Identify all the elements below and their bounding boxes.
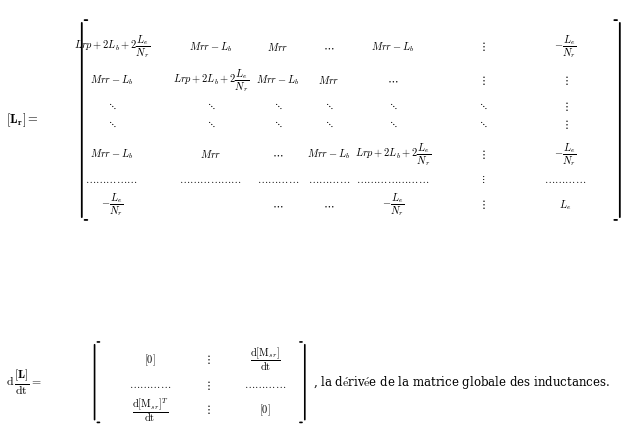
Text: $\ldots\ldots\ldots\ldots$: $\ldots\ldots\ldots\ldots$: [257, 175, 299, 185]
Text: $\vdots$: $\vdots$: [205, 403, 210, 417]
Text: $\vdots$: $\vdots$: [205, 379, 210, 392]
Text: $-\dfrac{L_e}{N_r}$: $-\dfrac{L_e}{N_r}$: [381, 191, 404, 218]
Text: $\vdots$: $\vdots$: [480, 198, 485, 211]
Text: $\vdots$: $\vdots$: [205, 353, 210, 367]
Text: $L_e$: $L_e$: [559, 198, 572, 211]
Text: $\vdots$: $\vdots$: [563, 100, 568, 113]
Text: $\ddots$: $\ddots$: [107, 101, 116, 111]
Text: $-\dfrac{L_e}{N_r}$: $-\dfrac{L_e}{N_r}$: [554, 34, 577, 60]
Text: $\ddots$: $\ddots$: [389, 119, 397, 129]
Text: $-\dfrac{L_e}{N_r}$: $-\dfrac{L_e}{N_r}$: [100, 191, 123, 218]
Text: $\ddots$: $\ddots$: [325, 119, 334, 129]
Text: $-\dfrac{L_e}{N_r}$: $-\dfrac{L_e}{N_r}$: [554, 141, 577, 168]
Text: $Mrr-L_b$: $Mrr-L_b$: [256, 74, 300, 87]
Text: $\ldots\ldots\ldots\ldots$: $\ldots\ldots\ldots\ldots$: [308, 175, 350, 185]
Text: $\ddots$: $\ddots$: [478, 101, 487, 111]
Text: $\dfrac{\mathrm{d}[\mathrm{M}_{sr}]^T}{\mathrm{dt}}$: $\dfrac{\mathrm{d}[\mathrm{M}_{sr}]^T}{\…: [132, 396, 169, 424]
Text: $\vdots$: $\vdots$: [563, 118, 568, 131]
Text: $\ddots$: $\ddots$: [478, 119, 487, 129]
Text: $Mrr-L_b$: $Mrr-L_b$: [90, 148, 134, 161]
Text: $\cdots$: $\cdots$: [387, 74, 399, 87]
Text: , la d$\acute{\rm e}$riv$\acute{\rm e}$e de la matrice globale des inductances.: , la d$\acute{\rm e}$riv$\acute{\rm e}$e…: [313, 374, 610, 391]
Text: $\ldots\ldots\ldots\ldots\ldots$: $\ldots\ldots\ldots\ldots\ldots$: [86, 175, 138, 185]
Text: $\ddots$: $\ddots$: [389, 101, 397, 111]
Text: $\vdots$: $\vdots$: [563, 74, 568, 87]
Text: $\cdots$: $\cdots$: [323, 198, 335, 211]
Text: $\ddots$: $\ddots$: [206, 101, 215, 111]
Text: $Lrp+2L_b+2\dfrac{L_e}{N_r}$: $Lrp+2L_b+2\dfrac{L_e}{N_r}$: [73, 34, 150, 60]
Text: $\cdots$: $\cdots$: [323, 40, 335, 54]
Text: $Mrr$: $Mrr$: [318, 75, 340, 86]
Text: $\ldots\ldots\ldots\ldots$: $\ldots\ldots\ldots\ldots$: [544, 175, 587, 185]
Text: $\ldots\ldots\ldots\ldots\ldots\ldots$: $\ldots\ldots\ldots\ldots\ldots\ldots$: [180, 175, 242, 185]
Text: $\ddots$: $\ddots$: [107, 119, 116, 129]
Text: $\vdots$: $\vdots$: [480, 174, 485, 185]
Text: $\ddots$: $\ddots$: [325, 101, 334, 111]
Text: $Lrp+2L_b+2\dfrac{L_e}{N_r}$: $Lrp+2L_b+2\dfrac{L_e}{N_r}$: [173, 67, 249, 94]
Text: $\ddots$: $\ddots$: [206, 119, 215, 129]
Text: $\ldots\ldots\ldots\ldots\ldots\ldots\ldots$: $\ldots\ldots\ldots\ldots\ldots\ldots\ld…: [357, 175, 429, 185]
Text: $\ddots$: $\ddots$: [273, 119, 282, 129]
Text: $\vdots$: $\vdots$: [480, 148, 485, 161]
Text: $Mrr-L_b$: $Mrr-L_b$: [189, 40, 233, 54]
Text: $Mrr$: $Mrr$: [200, 148, 222, 160]
Text: $[0]$: $[0]$: [144, 352, 156, 367]
Text: $\cdots$: $\cdots$: [272, 198, 284, 211]
Text: $\ldots\ldots\ldots\ldots$: $\ldots\ldots\ldots\ldots$: [129, 380, 171, 390]
Text: $\ldots\ldots\ldots\ldots$: $\ldots\ldots\ldots\ldots$: [244, 380, 286, 390]
Text: $\vdots$: $\vdots$: [480, 74, 485, 87]
Text: $\ddots$: $\ddots$: [273, 101, 282, 111]
Text: $\cdots$: $\cdots$: [272, 148, 284, 161]
Text: $\vdots$: $\vdots$: [480, 40, 485, 54]
Text: $[\mathbf{L_r}] =$: $[\mathbf{L_r}] =$: [6, 112, 39, 130]
Text: $Mrr-L_b$: $Mrr-L_b$: [371, 40, 415, 54]
Text: $\mathrm{d}\,\dfrac{[\mathbf{L}]}{\mathrm{dt}}=$: $\mathrm{d}\,\dfrac{[\mathbf{L}]}{\mathr…: [6, 368, 42, 396]
Text: $Lrp+2L_b+2\dfrac{L_e}{N_r}$: $Lrp+2L_b+2\dfrac{L_e}{N_r}$: [355, 141, 431, 168]
Text: $Mrr-L_b$: $Mrr-L_b$: [307, 148, 351, 161]
Text: $[0]$: $[0]$: [259, 402, 271, 417]
Text: $\dfrac{\mathrm{d}[\mathrm{M}_{sr}]}{\mathrm{dt}}$: $\dfrac{\mathrm{d}[\mathrm{M}_{sr}]}{\ma…: [250, 346, 281, 373]
Text: $Mrr-L_b$: $Mrr-L_b$: [90, 74, 134, 87]
Text: $Mrr$: $Mrr$: [267, 41, 289, 53]
